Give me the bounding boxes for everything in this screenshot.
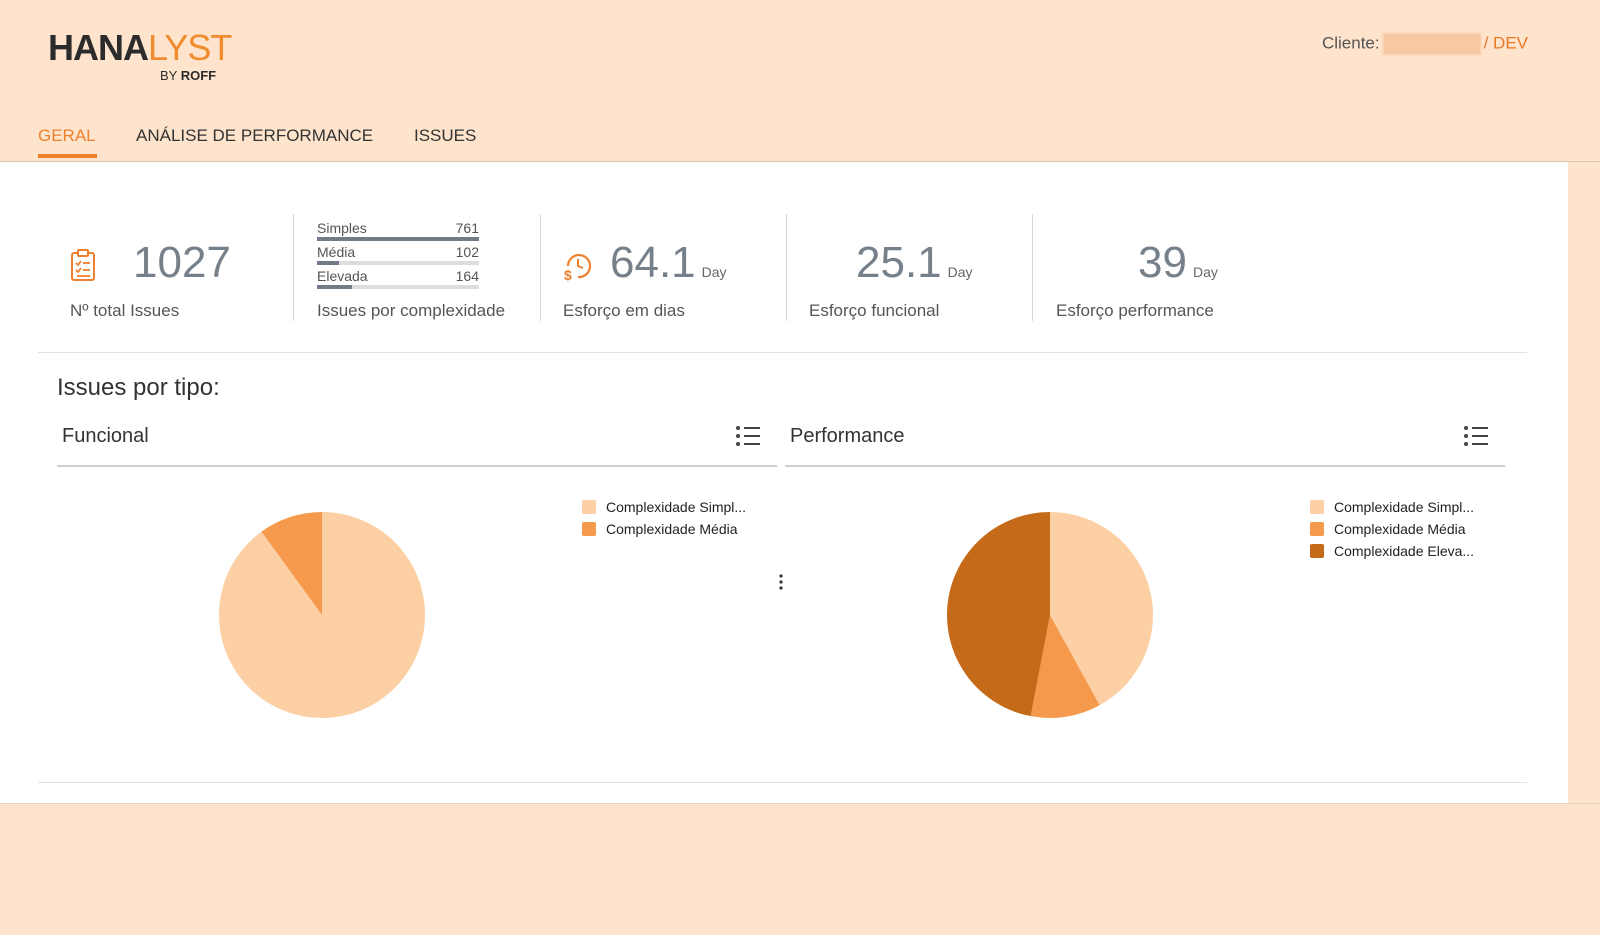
clock-dollar-icon: $ bbox=[562, 250, 594, 283]
legend-label: Complexidade Simpl... bbox=[1334, 499, 1475, 515]
pie-slice[interactable] bbox=[261, 512, 322, 615]
complexity-bar-fill bbox=[317, 237, 479, 241]
complexity-bar-track bbox=[317, 285, 479, 289]
kpi-effort-performance-label: Esforço performance bbox=[1056, 301, 1214, 320]
legend-item[interactable]: Complexidade Simpl... bbox=[582, 498, 746, 520]
client-label: Cliente: bbox=[1321, 33, 1380, 53]
kpi-complexity-label: Issues por complexidade bbox=[317, 301, 506, 320]
kpi-divider bbox=[786, 214, 787, 321]
kpi-effort-days-number: 64.1 bbox=[610, 238, 696, 287]
complexity-count: 102 bbox=[455, 244, 479, 260]
list-menu-icon[interactable] bbox=[735, 424, 761, 448]
legend-swatch bbox=[582, 522, 596, 536]
complexity-name: Média bbox=[317, 244, 356, 260]
section-divider-bottom bbox=[38, 782, 1527, 783]
tab-analise-performance[interactable]: ANÁLISE DE PERFORMANCE bbox=[136, 126, 374, 145]
complexity-name: Simples bbox=[317, 220, 367, 236]
legend-performance: Complexidade Simpl... Complexidade Média C… bbox=[1310, 498, 1474, 564]
complexity-row: Média 102 bbox=[317, 244, 479, 268]
complexity-row: Elevada 164 bbox=[317, 268, 479, 292]
panel-underline bbox=[57, 465, 777, 467]
legend-item[interactable]: Complexidade Simpl... bbox=[1310, 498, 1474, 520]
panel-funcional: Funcional Complexidade Simpl... Complexid… bbox=[57, 412, 777, 782]
legend-swatch bbox=[1310, 544, 1324, 558]
tab-issues[interactable]: ISSUES bbox=[414, 126, 477, 145]
complexity-bar-track bbox=[317, 261, 479, 265]
kpi-total-issues-value: 1027 bbox=[133, 238, 231, 287]
kpi-effort-days-value: 64.1 Day bbox=[610, 238, 727, 288]
kpi-row: 1027 Nº total Issues Simples 761 Média 102 E… bbox=[38, 214, 1527, 321]
panel-funcional-title: Funcional bbox=[62, 425, 149, 447]
legend-label: Complexidade Eleva... bbox=[1334, 543, 1475, 559]
kpi-effort-performance-unit: Day bbox=[1192, 264, 1218, 280]
panel-performance-title: Performance bbox=[790, 425, 905, 447]
clipboard-checklist-icon bbox=[68, 248, 98, 282]
legend-swatch bbox=[1310, 522, 1324, 536]
active-tab-underline bbox=[38, 154, 97, 158]
client-name-redacted bbox=[1382, 33, 1481, 55]
pie-slice[interactable] bbox=[947, 512, 1050, 717]
more-vertical-icon[interactable] bbox=[779, 573, 783, 593]
list-menu-icon[interactable] bbox=[1463, 424, 1489, 448]
logo-sub-brand: ROFF bbox=[180, 68, 217, 83]
complexity-count: 164 bbox=[455, 268, 479, 284]
kpi-effort-functional-value: 25.1 Day bbox=[856, 238, 973, 288]
hanalyst-logo: HANALYST BY ROFF bbox=[48, 27, 232, 84]
complexity-name: Elevada bbox=[317, 268, 368, 284]
client-info: Cliente: / DEV bbox=[1322, 33, 1528, 55]
logo-subtitle: BY ROFF bbox=[160, 68, 216, 83]
legend-swatch bbox=[582, 500, 596, 514]
kpi-effort-functional-number: 25.1 bbox=[856, 238, 942, 287]
legend-label: Complexidade Média bbox=[1334, 521, 1466, 537]
pie-slice[interactable] bbox=[1050, 512, 1153, 706]
logo-text-dark: HANA bbox=[48, 27, 149, 68]
complexity-bar-fill bbox=[317, 285, 352, 289]
tab-geral[interactable]: GERAL bbox=[38, 126, 96, 145]
kpi-effort-performance-value: 39 Day bbox=[1138, 238, 1218, 288]
kpi-effort-days-label: Esforço em dias bbox=[563, 301, 685, 320]
kpi-divider bbox=[1032, 214, 1033, 321]
pie-chart-performance bbox=[947, 512, 1153, 718]
kpi-total-issues-label: Nº total Issues bbox=[70, 301, 180, 320]
app-header: HANALYST BY ROFF Cliente: / DEV GERAL ANÁ… bbox=[0, 0, 1600, 162]
pie-slice[interactable] bbox=[1030, 615, 1100, 718]
logo-sub-prefix: BY bbox=[160, 68, 181, 83]
legend-item[interactable]: Complexidade Média bbox=[582, 520, 746, 542]
kpi-divider bbox=[293, 214, 294, 321]
client-environment: / DEV bbox=[1483, 33, 1528, 53]
kpi-effort-performance-number: 39 bbox=[1138, 238, 1187, 287]
kpi-effort-functional-unit: Day bbox=[947, 264, 973, 280]
complexity-bar-fill bbox=[317, 261, 339, 265]
kpi-effort-functional-label: Esforço funcional bbox=[809, 301, 940, 320]
complexity-bar-track bbox=[317, 237, 479, 241]
page-scrollbar[interactable] bbox=[1568, 162, 1600, 803]
logo-text-light: LYST bbox=[148, 27, 232, 68]
panel-underline bbox=[785, 465, 1505, 467]
complexity-count: 761 bbox=[455, 220, 479, 236]
complexity-row: Simples 761 bbox=[317, 220, 479, 244]
legend-item[interactable]: Complexidade Eleva... bbox=[1310, 542, 1474, 564]
kpi-effort-days-unit: Day bbox=[701, 264, 727, 280]
legend-label: Complexidade Média bbox=[606, 521, 738, 537]
pie-chart-funcional bbox=[219, 512, 425, 718]
svg-text:$: $ bbox=[564, 267, 572, 282]
complexity-bars: Simples 761 Média 102 Elevada 164 bbox=[317, 220, 479, 296]
legend-swatch bbox=[1310, 500, 1324, 514]
panel-performance: Performance Complexidade Simpl... Complex… bbox=[785, 412, 1505, 782]
section-divider bbox=[38, 352, 1527, 353]
issues-by-type-title: Issues por tipo: bbox=[57, 374, 220, 401]
legend-label: Complexidade Simpl... bbox=[606, 499, 747, 515]
kpi-divider bbox=[540, 214, 541, 321]
dashboard-content: 1027 Nº total Issues Simples 761 Média 102 E… bbox=[0, 162, 1568, 803]
legend-funcional: Complexidade Simpl... Complexidade Média bbox=[582, 498, 746, 542]
legend-item[interactable]: Complexidade Média bbox=[1310, 520, 1474, 542]
app-footer bbox=[0, 803, 1600, 935]
